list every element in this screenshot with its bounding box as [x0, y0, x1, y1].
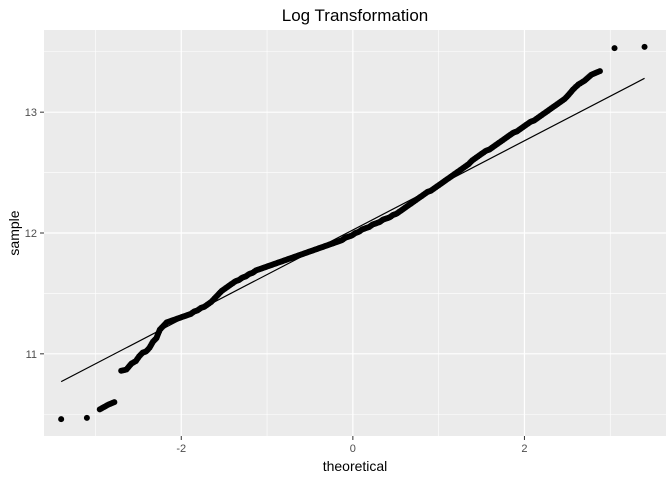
x-tick-label: -2: [176, 443, 186, 455]
y-tick-label: 11: [26, 349, 37, 361]
data-point: [641, 43, 648, 50]
x-tick-label: 2: [521, 443, 527, 455]
x-tick-label: 0: [350, 443, 356, 455]
chart-title: Log Transformation: [282, 6, 428, 25]
y-axis-title: sample: [6, 210, 22, 255]
x-axis-ticks: -2 0 2: [176, 436, 528, 455]
x-axis-title: theoretical: [323, 458, 388, 474]
y-tick-label: 12: [25, 228, 37, 240]
y-axis-ticks: 11 12 13: [25, 107, 44, 361]
y-tick-label: 13: [25, 107, 37, 119]
data-point: [58, 416, 65, 423]
data-point: [111, 399, 118, 406]
data-point: [611, 45, 618, 52]
data-point: [83, 414, 90, 421]
data-point: [596, 68, 603, 75]
reference-line: [60, 77, 645, 383]
data-points: [58, 43, 648, 423]
